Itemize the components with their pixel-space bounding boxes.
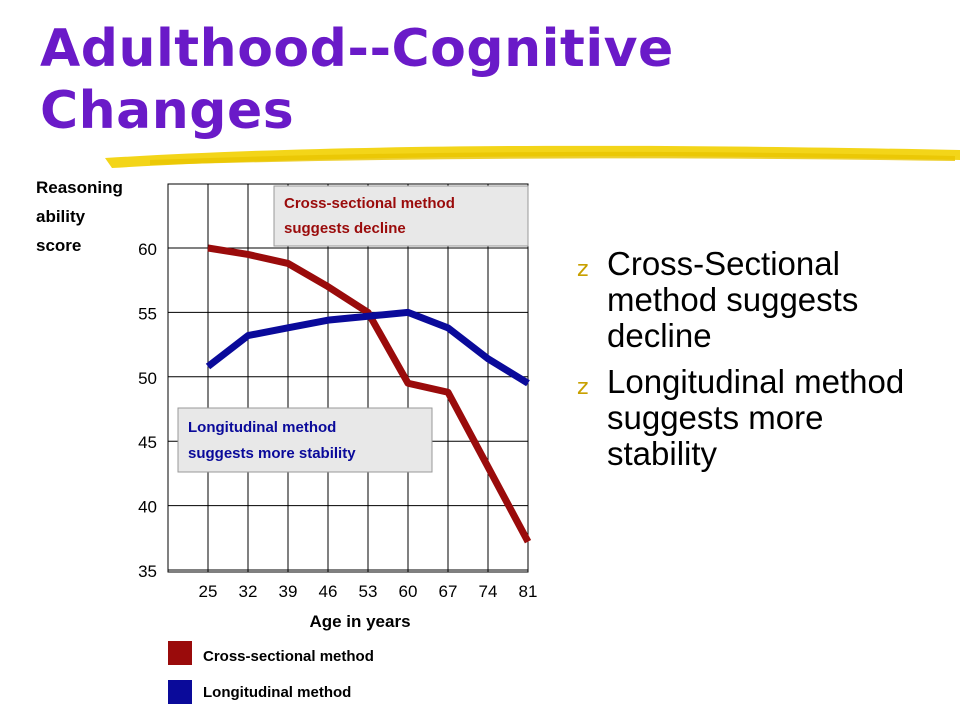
y-axis-title-line-3: score (36, 236, 81, 255)
y-tick-label: 60 (138, 240, 157, 259)
data-point (367, 315, 369, 317)
y-tick-label: 40 (138, 498, 157, 517)
bullet-text: Cross-Sectional method suggests decline (607, 245, 859, 354)
y-axis-ticks: 35 40 45 50 55 60 (138, 240, 157, 581)
y-tick-label: 45 (138, 433, 157, 452)
legend-label-longitudinal: Longitudinal method (203, 684, 351, 701)
series-lines (205, 244, 532, 544)
cross-sectional-callout-box (273, 185, 529, 247)
y-tick-label: 35 (138, 562, 157, 581)
data-point (327, 286, 329, 288)
chart-grid (167, 183, 529, 573)
x-axis-title: Age in years (309, 612, 410, 631)
y-axis-title-line-1: Reasoning (36, 178, 123, 197)
data-point (527, 541, 529, 543)
cross-sectional-callout-line-2: suggests decline (284, 220, 406, 237)
data-point (487, 358, 489, 360)
data-point (407, 382, 409, 384)
data-point (247, 253, 249, 255)
y-axis-title-line-2: ability (36, 207, 86, 226)
cross-sectional-callout-line-1: Cross-sectional method (284, 195, 455, 212)
bullet-item-cross-sectional: z Cross-Sectional method suggests declin… (575, 246, 935, 354)
longitudinal-callout-box (177, 407, 433, 473)
x-tick-label: 32 (239, 582, 258, 601)
data-point (287, 262, 289, 264)
bullet-glyph: z (577, 375, 589, 400)
longitudinal-callout-line-1: Longitudinal method (188, 419, 336, 436)
data-point (447, 327, 449, 329)
legend-label-cross-sectional: Cross-sectional method (203, 648, 374, 665)
longitudinal-callout-line-2: suggests more stability (188, 445, 356, 462)
x-tick-label: 53 (359, 582, 378, 601)
bullet-glyph: z (577, 257, 589, 282)
data-point (247, 335, 249, 337)
slide-title: Adulthood--Cognitive Changes (40, 18, 780, 142)
data-point (287, 327, 289, 329)
x-tick-label: 46 (319, 582, 338, 601)
data-point (407, 311, 409, 313)
data-point (207, 247, 209, 249)
y-tick-label: 50 (138, 369, 157, 388)
slide-title-line-2: Changes (40, 81, 295, 141)
data-point (367, 311, 369, 313)
bullet-item-longitudinal: z Longitudinal method suggests more stab… (575, 364, 935, 472)
legend-swatch-cross-sectional (168, 641, 192, 665)
x-tick-label: 25 (199, 582, 218, 601)
data-point (527, 382, 529, 384)
legend-swatch-longitudinal (168, 680, 192, 704)
bullet-text: Longitudinal method suggests more stabil… (607, 363, 905, 472)
data-point (327, 319, 329, 321)
x-tick-label: 67 (439, 582, 458, 601)
x-tick-label: 74 (479, 582, 498, 601)
bullet-list: z Cross-Sectional method suggests declin… (575, 246, 935, 482)
x-tick-label: 39 (279, 582, 298, 601)
data-point (207, 365, 209, 367)
data-point (487, 466, 489, 468)
x-tick-label: 81 (519, 582, 538, 601)
swoosh-stroke (105, 145, 960, 168)
x-tick-label: 60 (399, 582, 418, 601)
y-tick-label: 55 (138, 304, 157, 323)
swoosh-stroke-2 (150, 151, 955, 165)
data-point (447, 391, 449, 393)
x-axis-ticks: 25 32 39 46 53 60 67 74 81 (199, 582, 538, 601)
slide-title-line-1: Adulthood--Cognitive (40, 19, 674, 79)
